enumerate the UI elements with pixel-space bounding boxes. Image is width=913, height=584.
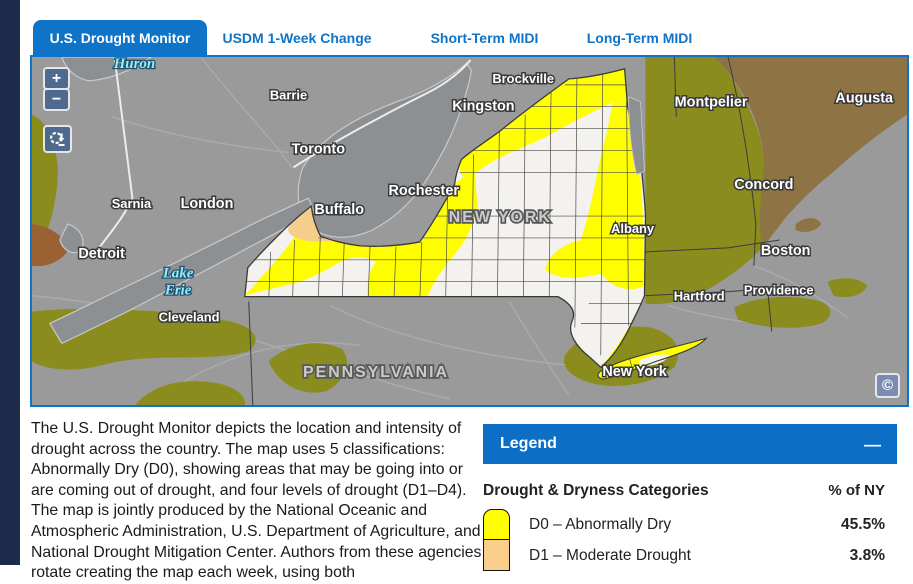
legend-rows: D0 – Abnormally Dry 45.5% D1 – Moderate …: [483, 509, 897, 571]
county-lines: [246, 72, 647, 370]
tab-usdm-1-week-change[interactable]: USDM 1-Week Change: [222, 29, 372, 46]
download-export-icon: [49, 131, 64, 146]
d0-percent-value: 45.5%: [841, 515, 885, 533]
download-map-button[interactable]: [43, 125, 72, 153]
boston-label: Boston: [761, 243, 811, 259]
hartford-label: Hartford: [674, 289, 725, 304]
long-island-outline: [597, 337, 708, 380]
lake-huron-label: Huron: [113, 57, 155, 72]
left-navy-bar: [0, 0, 20, 565]
categories-header: Drought & Dryness Categories: [483, 482, 709, 499]
drought-map[interactable]: Huron Barrie Toronto Sarnia London Detro…: [30, 55, 909, 407]
concord-label: Concord: [734, 177, 793, 193]
detroit-label: Detroit: [78, 246, 125, 262]
rochester-label: Rochester: [389, 183, 460, 199]
ny-state-outline: [244, 68, 647, 369]
legend-title: Legend: [500, 435, 557, 452]
d1-percent-value: 3.8%: [849, 546, 885, 564]
zoom-out-button[interactable]: −: [43, 88, 70, 111]
legend-row-d1: D1 – Moderate Drought 3.8%: [483, 540, 897, 571]
d1-label: D1 – Moderate Drought: [529, 546, 691, 564]
augusta-label: Augusta: [835, 91, 894, 107]
maine-brown-region: [714, 57, 907, 246]
montpelier-label: Montpelier: [675, 95, 748, 111]
drought-monitor-description: The U.S. Drought Monitor depicts the loc…: [31, 420, 482, 582]
pennsylvania-label: PENNSYLVANIA: [303, 364, 449, 381]
tab-bar: U.S. Drought Monitor USDM 1-Week Change …: [33, 20, 693, 55]
d0-label: D0 – Abnormally Dry: [529, 515, 672, 533]
tab-us-drought-monitor[interactable]: U.S. Drought Monitor: [33, 20, 207, 55]
island-brown-patch: [795, 218, 822, 232]
legend-row-d0: D0 – Abnormally Dry 45.5%: [483, 509, 897, 540]
collapse-icon[interactable]: —: [864, 434, 881, 454]
state-borders: [248, 57, 784, 405]
percent-of-ny-header: % of NY: [828, 482, 885, 499]
kingston-label: Kingston: [452, 99, 514, 115]
legend-column-headers: Drought & Dryness Categories % of NY: [483, 482, 897, 500]
buffalo-label: Buffalo: [314, 202, 364, 218]
barrie-label: Barrie: [270, 88, 307, 103]
toronto-label: Toronto: [292, 141, 346, 157]
basemap-svg: Huron Barrie Toronto Sarnia London Detro…: [32, 57, 907, 405]
zoom-controls: + −: [43, 67, 70, 111]
map-labels: Huron Barrie Toronto Sarnia London Detro…: [77, 57, 896, 383]
d0-color-swatch: [483, 509, 510, 540]
attribution-button[interactable]: ©: [875, 373, 900, 398]
tab-short-term-midi[interactable]: Short-Term MIDI: [430, 29, 539, 46]
providence-label: Providence: [744, 283, 814, 298]
legend-panel: Legend — Drought & Dryness Categories % …: [483, 424, 897, 571]
long-island-white-gap: [638, 354, 671, 366]
lake-champlain: [628, 96, 645, 175]
tab-long-term-midi[interactable]: Long-Term MIDI: [586, 29, 693, 46]
west-orange-patch: [32, 224, 70, 267]
albany-label: Albany: [611, 221, 655, 236]
new-york-state-label: NEW YORK: [449, 209, 552, 226]
london-label: London: [181, 196, 234, 212]
new-york-city-label: New York: [602, 364, 667, 380]
cleveland-label: Cleveland: [159, 309, 220, 324]
legend-header[interactable]: Legend —: [483, 424, 897, 464]
d1-color-swatch: [483, 540, 510, 571]
sarnia-label: Sarnia: [112, 196, 152, 211]
legend-body: Drought & Dryness Categories % of NY D0 …: [483, 464, 897, 571]
brockville-label: Brockville: [492, 71, 554, 86]
lake-erie-label-2: Erie: [164, 283, 192, 299]
zoom-in-button[interactable]: +: [43, 67, 70, 90]
lake-erie-label-1: Lake: [162, 266, 194, 282]
highway-lines: [93, 57, 472, 255]
